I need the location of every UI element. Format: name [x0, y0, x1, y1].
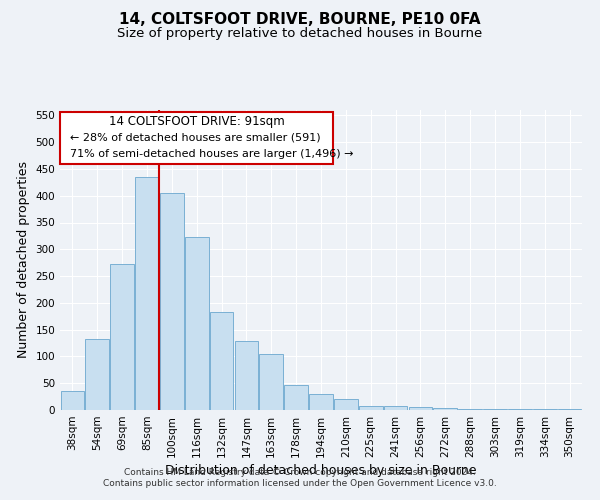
- Bar: [235, 342, 258, 410]
- Bar: [160, 193, 184, 410]
- Bar: [334, 400, 358, 410]
- Bar: [61, 391, 84, 410]
- X-axis label: Distribution of detached houses by size in Bourne: Distribution of detached houses by size …: [165, 464, 477, 477]
- Text: Contains HM Land Registry data © Crown copyright and database right 2024.
Contai: Contains HM Land Registry data © Crown c…: [103, 468, 497, 487]
- Text: 71% of semi-detached houses are larger (1,496) →: 71% of semi-detached houses are larger (…: [70, 149, 354, 159]
- Text: 14 COLTSFOOT DRIVE: 91sqm: 14 COLTSFOOT DRIVE: 91sqm: [109, 115, 284, 128]
- Bar: [85, 339, 109, 410]
- Bar: [433, 408, 457, 410]
- Bar: [110, 264, 134, 410]
- FancyBboxPatch shape: [60, 112, 334, 164]
- Y-axis label: Number of detached properties: Number of detached properties: [17, 162, 30, 358]
- Bar: [458, 409, 482, 410]
- Bar: [210, 312, 233, 410]
- Bar: [309, 394, 333, 410]
- Text: Size of property relative to detached houses in Bourne: Size of property relative to detached ho…: [118, 28, 482, 40]
- Bar: [558, 409, 581, 410]
- Text: ← 28% of detached houses are smaller (591): ← 28% of detached houses are smaller (59…: [70, 132, 321, 142]
- Bar: [359, 406, 383, 410]
- Bar: [284, 386, 308, 410]
- Bar: [409, 408, 432, 410]
- Bar: [259, 354, 283, 410]
- Text: 14, COLTSFOOT DRIVE, BOURNE, PE10 0FA: 14, COLTSFOOT DRIVE, BOURNE, PE10 0FA: [119, 12, 481, 28]
- Bar: [185, 237, 209, 410]
- Bar: [384, 406, 407, 410]
- Bar: [135, 177, 159, 410]
